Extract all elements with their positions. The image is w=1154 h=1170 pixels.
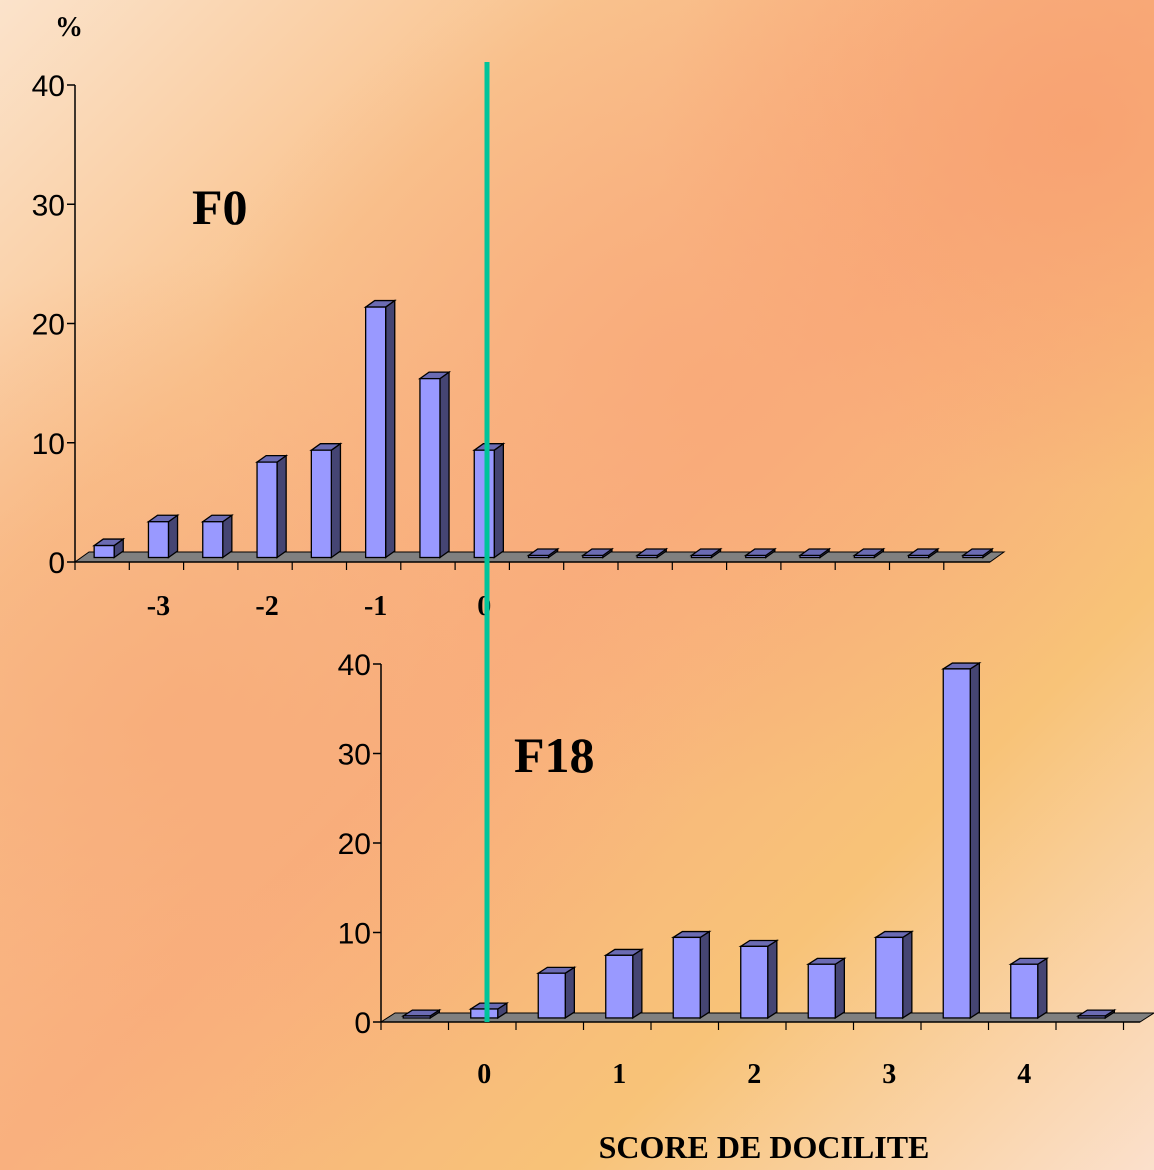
bar [200, 513, 234, 559]
bar-side [276, 454, 287, 559]
bar-front [690, 554, 713, 559]
bar [635, 547, 669, 559]
bar [363, 299, 397, 559]
bar [92, 537, 126, 559]
bar [603, 948, 645, 1020]
bar-side [493, 442, 505, 559]
bar-side [330, 442, 342, 559]
bar [743, 547, 777, 559]
x-tick-label: -2 [255, 591, 278, 622]
bar-side [1037, 957, 1048, 1020]
x-tick-label: -1 [364, 591, 387, 622]
bar-side [699, 930, 710, 1020]
bar-front [1077, 1015, 1106, 1019]
y-tick-label: 20 [32, 309, 65, 342]
bar [580, 547, 614, 559]
bar [255, 454, 289, 559]
y-tick-label: 20 [338, 828, 371, 861]
bar [738, 939, 780, 1020]
bar [852, 547, 886, 559]
x-tick-label: -3 [147, 591, 170, 622]
bar-side [969, 661, 980, 1020]
bar-front [942, 668, 971, 1019]
bar-front [147, 521, 170, 559]
bar-side [767, 939, 778, 1020]
bar [873, 930, 915, 1020]
bar-front [605, 954, 634, 1019]
bar-front [470, 1008, 499, 1019]
bar-front [256, 461, 278, 559]
bar [417, 370, 452, 559]
bar-front [962, 554, 984, 559]
bar-front [93, 544, 115, 559]
y-tick-label: 30 [338, 739, 371, 772]
bar-side [632, 948, 643, 1020]
bar-front [807, 963, 836, 1019]
bar-front [853, 554, 875, 559]
bar-front [799, 554, 821, 559]
bar [146, 513, 180, 559]
bar [906, 547, 940, 559]
bar [806, 957, 847, 1020]
y-tick-label: 10 [32, 428, 65, 461]
x-tick-label: 4 [1017, 1059, 1031, 1090]
y-tick-label: 0 [48, 547, 65, 580]
y-tick-label: 40 [32, 70, 65, 103]
y-tick-label: 0 [354, 1007, 371, 1040]
bar-front [740, 945, 769, 1019]
f0-panel-label: F0 [192, 179, 248, 235]
bar [1008, 957, 1050, 1020]
bar-front [310, 449, 333, 559]
x-tick-label: 1 [612, 1059, 626, 1090]
bar [671, 930, 712, 1020]
bar-front [636, 554, 658, 559]
bar-side [834, 957, 845, 1020]
bar-side [564, 966, 575, 1020]
bar-side [439, 370, 450, 559]
x-tick-label: 2 [747, 1059, 761, 1090]
bar-front [473, 449, 495, 559]
bar-side [222, 513, 233, 559]
percent-unit-label: % [55, 12, 83, 43]
bar-front [1010, 963, 1039, 1019]
bar-front [875, 936, 904, 1019]
x-tick-label: 3 [882, 1059, 896, 1090]
bar [689, 547, 723, 559]
bar [401, 1008, 442, 1020]
bar-front [402, 1015, 431, 1019]
bar [526, 547, 560, 559]
bar-side [167, 513, 179, 559]
bar [1076, 1008, 1117, 1020]
bar-front [202, 521, 224, 559]
bar-front [527, 554, 550, 559]
bar [798, 547, 832, 559]
bar-front [419, 377, 441, 559]
bar [941, 661, 982, 1020]
f18-panel-label: F18 [514, 727, 595, 783]
bar-side [902, 930, 913, 1020]
chart-f18: 0 10 20 30 40 0 1 2 3 4 [338, 649, 1154, 1090]
x-tick-label: 0 [477, 1059, 491, 1090]
bar-front [364, 306, 387, 559]
bar [309, 442, 343, 559]
bar [960, 547, 995, 559]
bar-front [908, 554, 930, 559]
y-tick-label: 40 [338, 649, 371, 682]
bar-front [672, 936, 701, 1019]
bar-side [384, 299, 396, 559]
x-axis-title: SCORE DE DOCILITE [599, 1129, 930, 1165]
y-tick-label: 10 [338, 918, 371, 951]
y-tick-label: 30 [32, 189, 65, 222]
bar [536, 966, 577, 1020]
bar-front [582, 554, 604, 559]
bar-front [537, 972, 566, 1019]
bar-front [745, 554, 767, 559]
